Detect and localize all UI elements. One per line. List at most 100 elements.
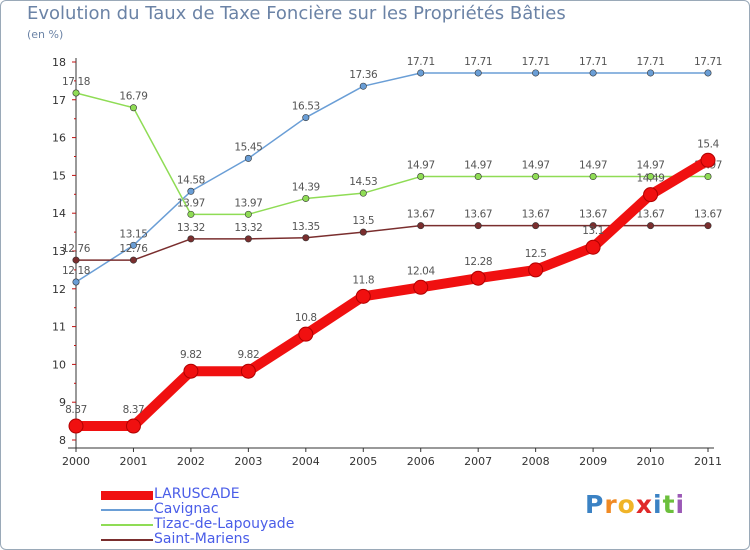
data-label-cavignac: 17.71 — [522, 56, 550, 68]
data-point-cavignac — [647, 69, 655, 77]
data-label-saint-mariens: 13.67 — [637, 209, 665, 221]
data-label-laruscade: 9.82 — [237, 349, 259, 361]
data-point-laruscade — [355, 288, 371, 304]
data-label-tizac-de-lapouyade: 16.79 — [119, 91, 147, 103]
data-label-saint-mariens: 13.35 — [292, 221, 320, 233]
data-label-cavignac: 15.45 — [234, 141, 262, 153]
data-label-tizac-de-lapouyade: 14.53 — [349, 176, 377, 188]
legend-swatch-laruscade — [101, 491, 153, 500]
data-point-tizac-de-lapouyade — [302, 194, 310, 202]
data-label-tizac-de-lapouyade: 13.97 — [177, 197, 205, 209]
data-label-laruscade: 13.1 — [582, 225, 604, 237]
data-point-laruscade — [470, 270, 486, 286]
logo-letter: x — [635, 490, 653, 519]
data-point-laruscade — [183, 363, 199, 379]
data-point-saint-mariens — [244, 235, 252, 243]
data-label-cavignac: 17.71 — [694, 56, 722, 68]
data-label-tizac-de-lapouyade: 13.97 — [234, 197, 262, 209]
data-point-tizac-de-lapouyade — [532, 173, 540, 181]
data-point-saint-mariens — [474, 222, 482, 230]
data-point-tizac-de-lapouyade — [589, 173, 597, 181]
data-point-cavignac — [302, 114, 310, 122]
data-label-tizac-de-lapouyade: 14.97 — [464, 160, 492, 172]
x-tick-label: 2009 — [579, 455, 607, 468]
data-point-tizac-de-lapouyade — [359, 189, 367, 197]
data-point-laruscade — [643, 187, 659, 203]
data-point-saint-mariens — [647, 222, 655, 230]
data-point-cavignac — [532, 69, 540, 77]
logo-letter: r — [604, 490, 618, 519]
data-label-laruscade: 12.04 — [407, 265, 436, 277]
legend-swatch-cavignac — [101, 509, 153, 511]
data-point-cavignac — [474, 69, 482, 77]
data-point-laruscade — [585, 239, 601, 255]
data-label-cavignac: 13.15 — [119, 228, 147, 240]
y-tick-label: 14 — [52, 207, 66, 220]
data-point-saint-mariens — [704, 222, 712, 230]
data-point-tizac-de-lapouyade — [72, 89, 80, 97]
y-tick-label: 8 — [59, 434, 66, 447]
chart-title: Evolution du Taux de Taxe Foncière sur l… — [27, 3, 566, 24]
chart-unit-label: (en %) — [27, 28, 64, 41]
data-label-laruscade: 9.82 — [180, 349, 202, 361]
data-label-cavignac: 17.71 — [579, 56, 607, 68]
y-tick-label: 10 — [52, 358, 66, 371]
data-point-cavignac — [187, 187, 195, 195]
data-point-laruscade — [413, 279, 429, 295]
y-tick-label: 15 — [52, 169, 66, 182]
data-label-saint-mariens: 13.67 — [694, 209, 722, 221]
y-tick-label: 11 — [52, 321, 66, 334]
x-tick-label: 2010 — [637, 455, 665, 468]
y-tick-label: 12 — [52, 283, 66, 296]
data-point-saint-mariens — [359, 228, 367, 236]
data-point-saint-mariens — [72, 256, 80, 264]
data-label-cavignac: 16.53 — [292, 101, 320, 113]
y-tick-label: 16 — [52, 132, 66, 145]
logo-letter: i — [653, 490, 663, 519]
data-label-saint-mariens: 13.67 — [579, 209, 607, 221]
data-point-tizac-de-lapouyade — [187, 210, 195, 218]
data-label-laruscade: 12.5 — [525, 248, 547, 260]
data-label-saint-mariens: 13.67 — [407, 209, 435, 221]
data-label-saint-mariens: 12.76 — [119, 243, 148, 255]
x-tick-label: 2006 — [407, 455, 435, 468]
data-label-saint-mariens: 13.67 — [522, 209, 550, 221]
data-label-tizac-de-lapouyade: 14.97 — [637, 160, 665, 172]
data-point-cavignac — [359, 82, 367, 90]
series-line-tizac-de-lapouyade — [75, 92, 709, 216]
series-line-laruscade — [71, 155, 713, 432]
data-point-tizac-de-lapouyade — [704, 173, 712, 181]
data-point-saint-mariens — [302, 234, 310, 242]
logo-letter: t — [662, 490, 676, 519]
data-point-cavignac — [589, 69, 597, 77]
data-point-saint-mariens — [532, 222, 540, 230]
data-label-saint-mariens: 13.32 — [234, 222, 262, 234]
data-point-cavignac — [72, 278, 80, 286]
legend-label-saint-mariens: Saint-Mariens — [154, 531, 250, 547]
proxiti-logo: Proxiti — [585, 490, 685, 519]
data-label-tizac-de-lapouyade: 17.18 — [62, 76, 90, 88]
x-tick-label: 2002 — [177, 455, 205, 468]
legend-label-laruscade: LARUSCADE — [154, 486, 240, 502]
legend-swatch-saint-mariens — [101, 539, 153, 541]
data-label-tizac-de-lapouyade: 14.97 — [522, 160, 550, 172]
data-point-saint-mariens — [187, 235, 195, 243]
series-line-saint-mariens — [75, 224, 709, 261]
data-label-saint-mariens: 13.67 — [464, 209, 492, 221]
data-label-tizac-de-lapouyade: 14.97 — [579, 160, 607, 172]
data-point-saint-mariens — [417, 222, 425, 230]
data-label-cavignac: 17.71 — [464, 56, 492, 68]
data-label-tizac-de-lapouyade: 14.97 — [407, 160, 435, 172]
data-label-laruscade: 10.8 — [295, 312, 317, 324]
data-label-cavignac: 17.71 — [637, 56, 665, 68]
data-point-tizac-de-lapouyade — [244, 210, 252, 218]
logo-letter: i — [675, 490, 686, 519]
logo-letter: P — [585, 490, 605, 519]
data-point-tizac-de-lapouyade — [417, 173, 425, 181]
x-tick-label: 2001 — [119, 455, 147, 468]
data-label-cavignac: 17.36 — [349, 69, 378, 81]
x-tick-label: 2004 — [292, 455, 320, 468]
data-label-cavignac: 17.71 — [407, 56, 435, 68]
data-point-cavignac — [417, 69, 425, 77]
